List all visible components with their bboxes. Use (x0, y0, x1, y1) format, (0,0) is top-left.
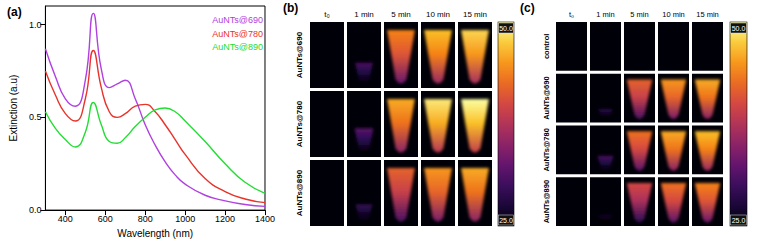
svg-text:AuNTs@690: AuNTs@690 (212, 15, 263, 25)
svg-text:25.0: 25.0 (499, 217, 513, 224)
svg-text:25.0: 25.0 (732, 217, 746, 224)
svg-text:5 min: 5 min (630, 10, 648, 19)
svg-text:(a): (a) (7, 5, 22, 19)
svg-text:10 min: 10 min (662, 10, 685, 19)
svg-text:(c): (c) (520, 1, 535, 15)
svg-text:15 min: 15 min (463, 10, 487, 19)
svg-text:0.5: 0.5 (29, 112, 42, 122)
svg-text:AuNTs@890: AuNTs@890 (212, 42, 263, 52)
svg-text:800: 800 (138, 214, 153, 224)
svg-text:(b): (b) (283, 1, 298, 15)
svg-text:50.0: 50.0 (732, 25, 746, 32)
svg-text:10 min: 10 min (426, 10, 450, 19)
svg-text:50.0: 50.0 (499, 25, 513, 32)
svg-text:Wavelength (nm): Wavelength (nm) (117, 228, 193, 239)
svg-text:Extinction (a.u): Extinction (a.u) (8, 75, 19, 142)
svg-text:t₀: t₀ (324, 10, 330, 19)
svg-text:1.0: 1.0 (29, 20, 42, 30)
svg-text:0.0: 0.0 (29, 205, 42, 215)
svg-text:1 min: 1 min (354, 10, 374, 19)
svg-text:1 min: 1 min (596, 10, 614, 19)
svg-text:15 min: 15 min (696, 10, 719, 19)
svg-text:AuNTs@690: AuNTs@690 (295, 31, 304, 78)
svg-text:5 min: 5 min (391, 10, 411, 19)
svg-text:1200: 1200 (215, 214, 235, 224)
svg-text:t₀: t₀ (569, 10, 574, 19)
svg-text:AuNTs@890: AuNTs@890 (295, 169, 304, 216)
svg-text:1000: 1000 (175, 214, 195, 224)
svg-text:AuNTs@780: AuNTs@780 (295, 100, 304, 147)
svg-text:AuNTs@780: AuNTs@780 (212, 29, 263, 39)
svg-text:control: control (542, 34, 551, 59)
svg-text:400: 400 (58, 214, 73, 224)
svg-text:600: 600 (98, 214, 113, 224)
svg-text:AuNTs@780: AuNTs@780 (542, 128, 551, 171)
svg-text:AuNTs@690: AuNTs@690 (542, 76, 551, 119)
svg-text:1400: 1400 (255, 214, 275, 224)
svg-text:AuNTs@890: AuNTs@890 (542, 180, 551, 223)
